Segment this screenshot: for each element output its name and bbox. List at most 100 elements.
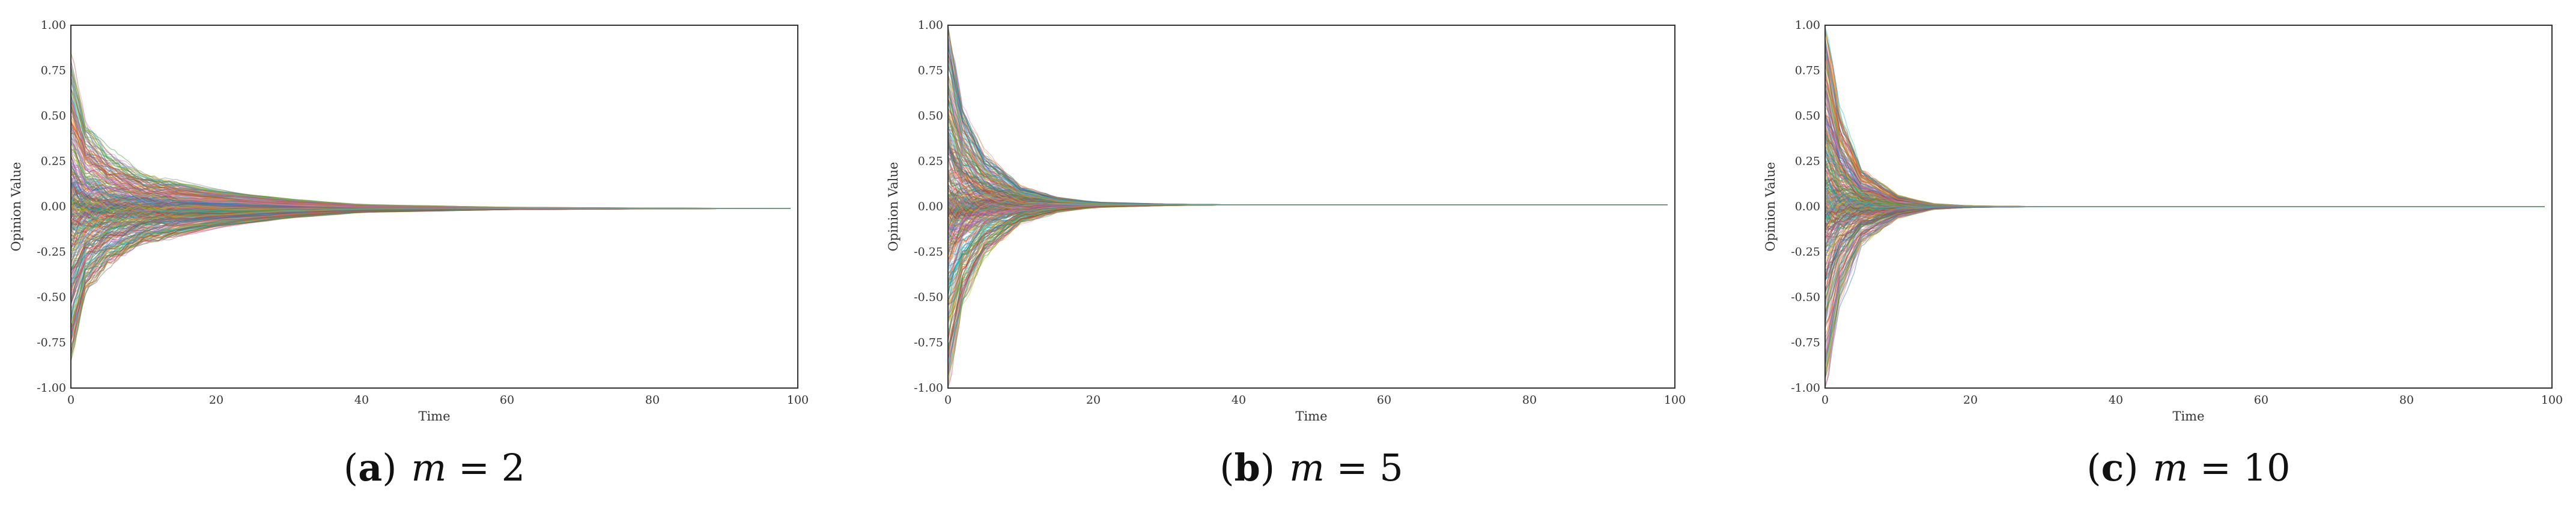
series-line: [1824, 206, 2545, 293]
series-line: [70, 208, 791, 226]
series-line: [947, 196, 1668, 210]
series-line: [1824, 206, 2545, 244]
series-line: [947, 130, 1668, 205]
series-line: [1824, 194, 2545, 210]
series-line: [1824, 206, 2545, 320]
series-line: [947, 204, 1668, 238]
series-line: [70, 194, 791, 215]
series-line: [1824, 187, 2545, 207]
series-line: [947, 204, 1668, 287]
series-line: [70, 103, 791, 209]
series-line: [947, 187, 1668, 210]
series-line: [1824, 125, 2545, 207]
series-line: [70, 201, 791, 212]
series-line: [1824, 204, 2545, 223]
series-line: [947, 204, 1668, 271]
series-line: [947, 204, 1668, 318]
series-line: [947, 184, 1668, 205]
series-line: [1824, 30, 2545, 207]
series-line: [70, 94, 791, 209]
series-line: [947, 38, 1668, 205]
series-line: [1824, 206, 2545, 378]
series-line: [70, 208, 791, 323]
series-line: [1824, 178, 2545, 207]
series-line: [947, 25, 1668, 205]
series-line: [947, 200, 1668, 211]
series-line: [947, 147, 1668, 205]
series-line: [1824, 159, 2545, 207]
series-line: [1824, 203, 2545, 217]
series-line: [947, 204, 1668, 248]
series-line: [1824, 206, 2545, 314]
series-line: [947, 157, 1668, 205]
series-line: [1824, 199, 2545, 208]
series-line: [947, 199, 1668, 213]
series-line: [1824, 206, 2545, 371]
series-line: [1824, 83, 2545, 207]
series-line: [70, 208, 791, 250]
series-line: [1824, 206, 2545, 257]
series-line: [70, 208, 791, 243]
series-line: [1824, 202, 2545, 214]
series-line: [947, 87, 1668, 205]
series-line: [1824, 163, 2545, 207]
series-line: [70, 126, 791, 209]
caption-open: (: [2086, 446, 2101, 490]
series-line: [947, 202, 1668, 211]
series-line: [947, 190, 1668, 209]
series-line: [1824, 180, 2545, 208]
series-line: [947, 201, 1668, 219]
series-line: [70, 199, 791, 214]
series-line: [1824, 204, 2545, 216]
series-line: [947, 175, 1668, 205]
series-line: [1824, 53, 2545, 207]
series-line: [947, 204, 1668, 256]
series-line: [947, 204, 1668, 229]
y-tick-label: -0.50: [914, 291, 943, 304]
series-line: [70, 148, 791, 209]
caption-value: 5: [1379, 446, 1403, 490]
series-line: [1824, 205, 2545, 220]
series-line: [947, 92, 1668, 205]
series-line: [947, 135, 1668, 205]
series-line: [1824, 206, 2545, 239]
series-line: [70, 150, 791, 209]
series-line: [1824, 166, 2545, 207]
series-line: [947, 168, 1668, 205]
series-line: [70, 208, 791, 267]
series-line: [1824, 206, 2545, 230]
series-line: [1824, 189, 2545, 208]
series-line: [1824, 123, 2545, 207]
series-line: [947, 146, 1668, 205]
series-line: [947, 76, 1668, 205]
series-line: [947, 204, 1668, 267]
series-line: [1824, 187, 2545, 211]
series-line: [1824, 206, 2545, 247]
series-line: [70, 198, 791, 211]
series-line: [947, 192, 1668, 208]
series-line: [1824, 183, 2545, 207]
series-line: [947, 204, 1668, 353]
series-line: [1824, 62, 2545, 207]
series-line: [1824, 201, 2545, 209]
series-line: [947, 204, 1668, 290]
series-line: [70, 208, 791, 321]
x-axis-title: Time: [1295, 409, 1327, 424]
series-line: [70, 201, 791, 211]
series-line: [70, 164, 791, 209]
series-line: [947, 204, 1668, 230]
series-line: [70, 143, 791, 209]
series-line: [1824, 206, 2545, 381]
series-line: [70, 199, 791, 213]
series-line: [70, 180, 791, 209]
series-line: [70, 135, 791, 209]
series-line: [70, 106, 791, 209]
series-line: [947, 25, 1668, 205]
series-line: [70, 68, 791, 209]
series-line: [70, 208, 791, 241]
series-line: [70, 208, 791, 235]
series-line: [70, 100, 791, 209]
series-line: [70, 68, 791, 209]
series-line: [70, 208, 791, 234]
series-line: [947, 136, 1668, 205]
